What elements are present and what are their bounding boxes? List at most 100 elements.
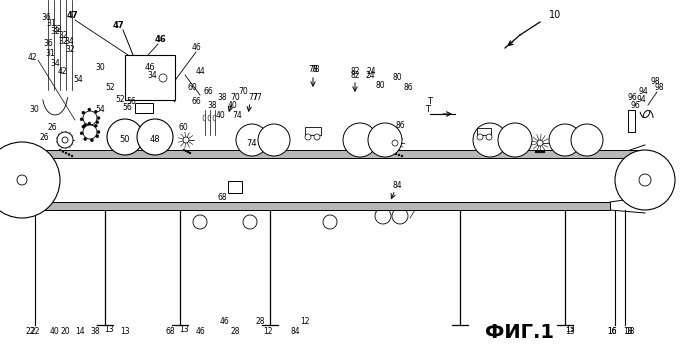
Text: 13: 13 bbox=[565, 326, 575, 335]
Text: 77: 77 bbox=[252, 92, 262, 102]
Circle shape bbox=[62, 137, 68, 143]
Circle shape bbox=[243, 215, 257, 229]
Circle shape bbox=[393, 140, 398, 146]
Text: 38: 38 bbox=[207, 100, 217, 110]
Text: 13: 13 bbox=[120, 328, 130, 336]
Circle shape bbox=[65, 152, 67, 154]
Text: 54: 54 bbox=[73, 76, 83, 84]
Text: 32: 32 bbox=[58, 37, 68, 47]
Circle shape bbox=[368, 123, 402, 157]
Text: T: T bbox=[426, 105, 431, 114]
Text: 32: 32 bbox=[58, 30, 68, 40]
Circle shape bbox=[137, 119, 173, 155]
Text: 46: 46 bbox=[145, 63, 155, 71]
Text: 26: 26 bbox=[39, 133, 49, 141]
Circle shape bbox=[395, 153, 397, 155]
Text: 12: 12 bbox=[264, 328, 273, 336]
Circle shape bbox=[498, 123, 532, 157]
Circle shape bbox=[82, 111, 85, 114]
Text: 78: 78 bbox=[308, 65, 318, 75]
Text: 47: 47 bbox=[66, 10, 78, 20]
Circle shape bbox=[84, 124, 87, 126]
Text: 14: 14 bbox=[75, 328, 85, 336]
Text: 34: 34 bbox=[147, 70, 157, 79]
Circle shape bbox=[82, 125, 85, 128]
Text: 68: 68 bbox=[165, 328, 175, 336]
Text: 46: 46 bbox=[154, 35, 166, 44]
Text: 94: 94 bbox=[638, 88, 648, 97]
Circle shape bbox=[90, 139, 94, 142]
Circle shape bbox=[537, 151, 539, 153]
Text: 12: 12 bbox=[301, 317, 310, 327]
Circle shape bbox=[549, 124, 581, 156]
Text: 52: 52 bbox=[115, 96, 125, 105]
Text: 86: 86 bbox=[395, 120, 405, 130]
Text: 22: 22 bbox=[30, 328, 40, 336]
Circle shape bbox=[88, 108, 91, 111]
Text: 42: 42 bbox=[27, 52, 37, 62]
Circle shape bbox=[375, 208, 391, 224]
Text: 24: 24 bbox=[365, 70, 375, 79]
Circle shape bbox=[59, 149, 61, 151]
Text: 68: 68 bbox=[217, 193, 226, 202]
Text: 47: 47 bbox=[112, 21, 124, 29]
Text: 46: 46 bbox=[195, 328, 205, 336]
Circle shape bbox=[80, 132, 83, 135]
Text: 28: 28 bbox=[255, 317, 265, 327]
Text: 34: 34 bbox=[64, 36, 74, 46]
Text: 44: 44 bbox=[195, 68, 205, 77]
Text: 13: 13 bbox=[104, 326, 114, 335]
Circle shape bbox=[615, 150, 675, 210]
Text: 40: 40 bbox=[228, 102, 238, 111]
Circle shape bbox=[107, 119, 143, 155]
Text: 30: 30 bbox=[29, 105, 39, 114]
Text: 70: 70 bbox=[238, 88, 248, 97]
Text: 34: 34 bbox=[50, 60, 60, 69]
Text: 18: 18 bbox=[625, 328, 635, 336]
Text: 38: 38 bbox=[90, 328, 100, 336]
Circle shape bbox=[185, 150, 187, 152]
Circle shape bbox=[477, 134, 483, 140]
Circle shape bbox=[398, 154, 400, 156]
Circle shape bbox=[323, 215, 337, 229]
Text: 74: 74 bbox=[247, 139, 257, 147]
Bar bbox=[135, 103, 153, 113]
Circle shape bbox=[314, 134, 320, 140]
Text: 84: 84 bbox=[290, 328, 300, 336]
Text: 40: 40 bbox=[215, 111, 225, 119]
Text: 38: 38 bbox=[217, 93, 226, 103]
Text: 40: 40 bbox=[50, 328, 60, 336]
Circle shape bbox=[258, 124, 290, 156]
Circle shape bbox=[389, 151, 391, 153]
Circle shape bbox=[392, 152, 394, 154]
Bar bbox=[125, 55, 175, 100]
Text: 32: 32 bbox=[65, 46, 75, 55]
Text: 56: 56 bbox=[126, 98, 136, 106]
Text: 84: 84 bbox=[392, 182, 402, 190]
Circle shape bbox=[0, 142, 60, 218]
Circle shape bbox=[401, 155, 403, 157]
Circle shape bbox=[57, 132, 73, 148]
Circle shape bbox=[62, 138, 68, 142]
Text: 82: 82 bbox=[350, 68, 360, 77]
Text: 31: 31 bbox=[46, 19, 56, 28]
Circle shape bbox=[539, 151, 541, 153]
Bar bbox=[628, 110, 635, 132]
Text: 78: 78 bbox=[310, 65, 320, 75]
Circle shape bbox=[88, 122, 91, 125]
Circle shape bbox=[571, 124, 603, 156]
Text: 96: 96 bbox=[627, 93, 637, 103]
Circle shape bbox=[159, 74, 167, 82]
Text: 16: 16 bbox=[607, 328, 617, 336]
Circle shape bbox=[183, 149, 185, 151]
Circle shape bbox=[90, 125, 94, 128]
Text: 50: 50 bbox=[120, 135, 130, 145]
Circle shape bbox=[184, 138, 189, 142]
Circle shape bbox=[83, 111, 97, 125]
Text: 32: 32 bbox=[52, 25, 62, 34]
Circle shape bbox=[343, 123, 377, 157]
Text: 20: 20 bbox=[60, 328, 70, 336]
Text: 28: 28 bbox=[230, 328, 240, 336]
Circle shape bbox=[193, 215, 207, 229]
Text: 36: 36 bbox=[41, 14, 51, 22]
